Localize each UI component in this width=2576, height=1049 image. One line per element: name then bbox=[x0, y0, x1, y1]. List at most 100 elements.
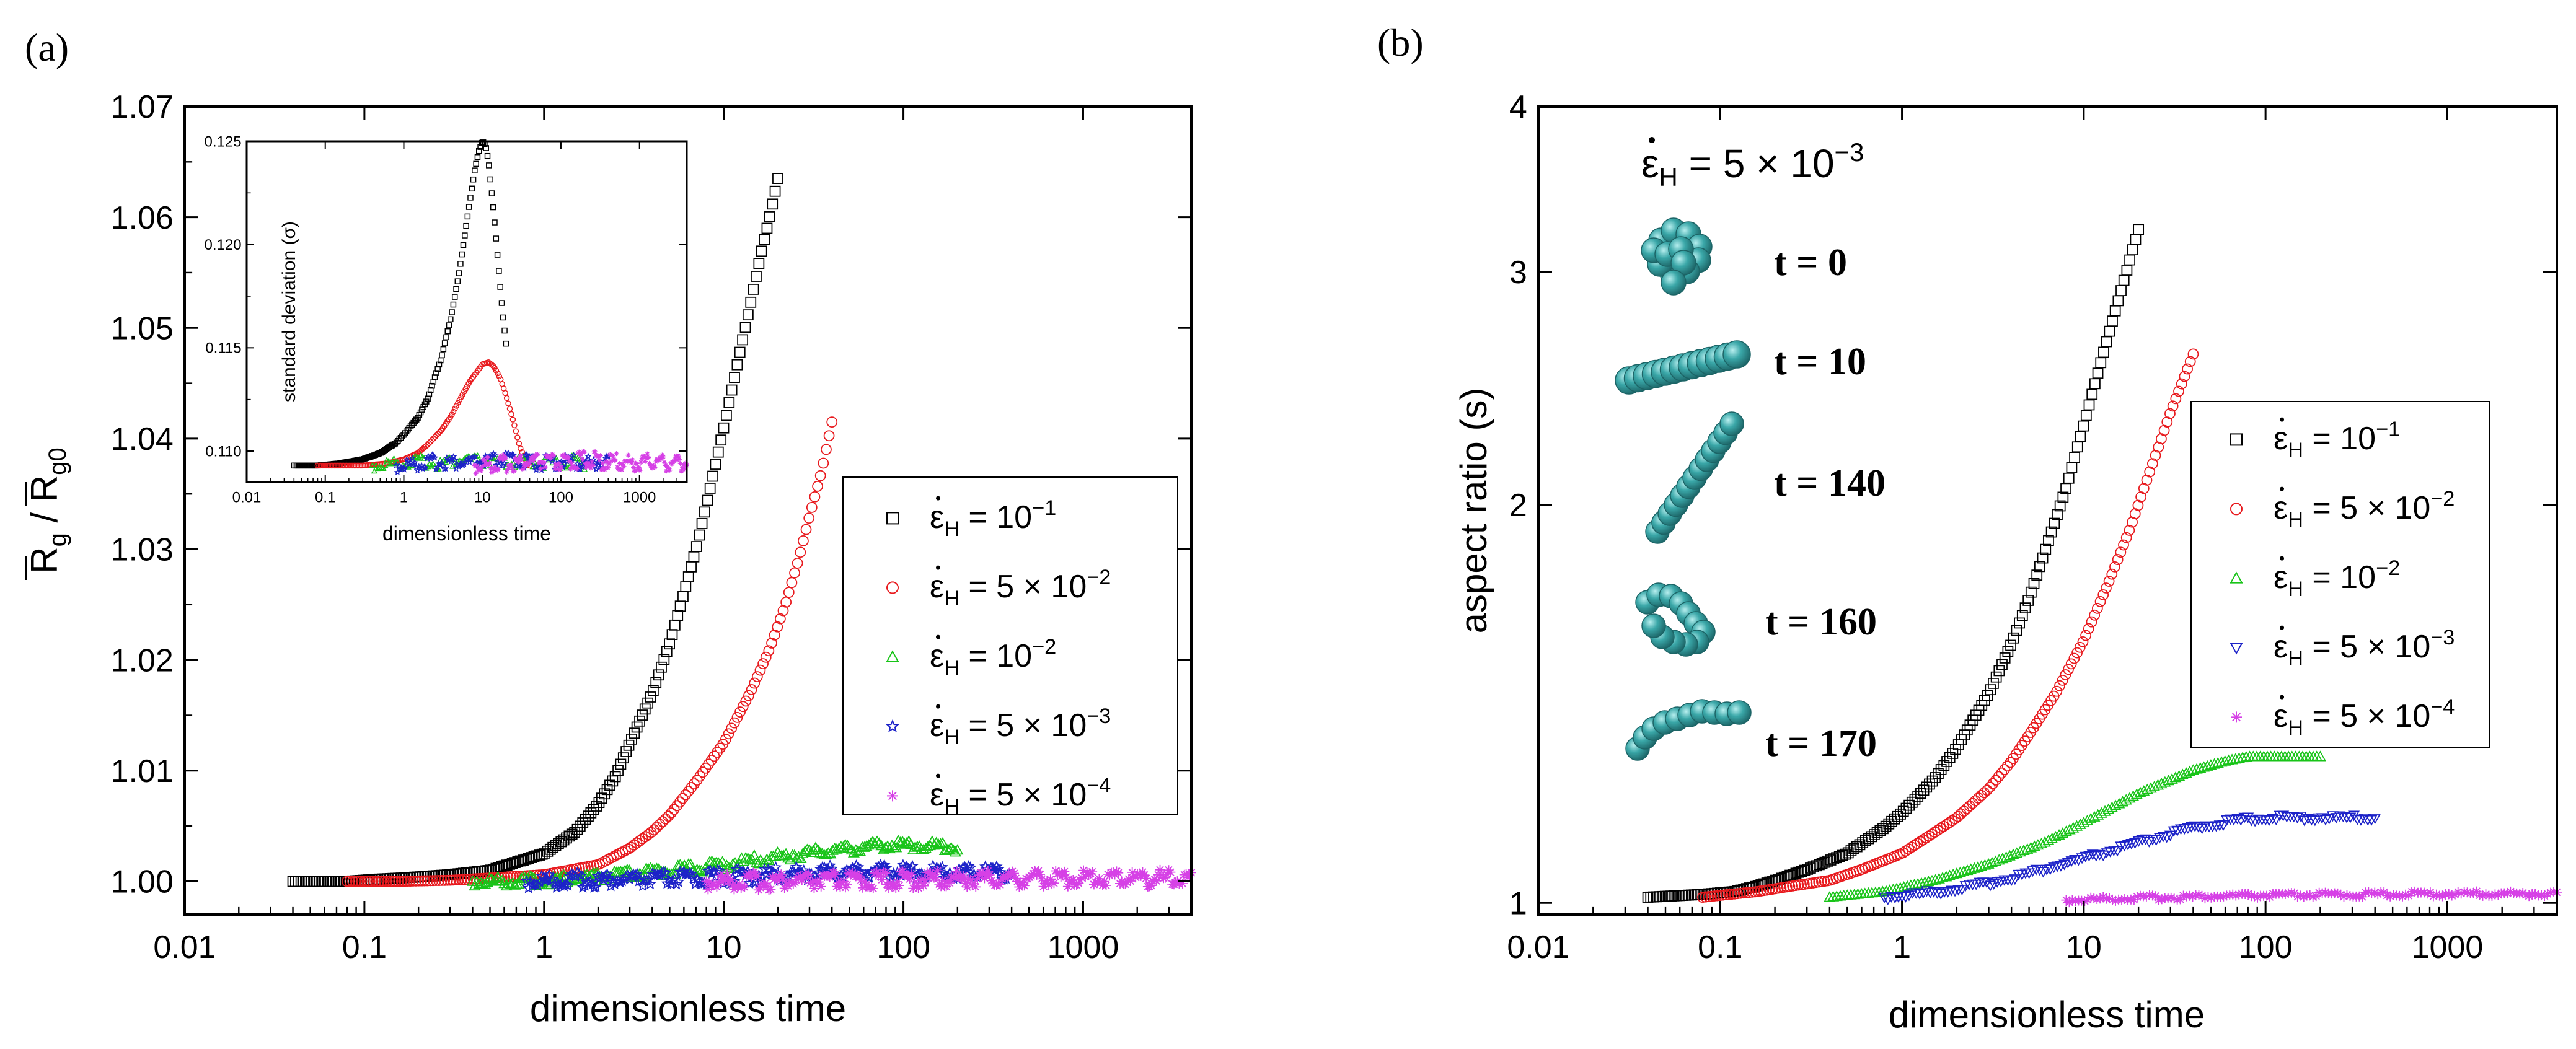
data-point bbox=[1054, 867, 1064, 878]
rate-dot-icon bbox=[936, 634, 941, 639]
data-point bbox=[2101, 336, 2112, 348]
data-point bbox=[455, 400, 461, 406]
data-point bbox=[826, 416, 838, 428]
data-point bbox=[2422, 889, 2432, 899]
data-point bbox=[489, 470, 495, 475]
data-point bbox=[1936, 871, 1949, 883]
data-point bbox=[1941, 819, 1952, 830]
data-point bbox=[2184, 765, 2196, 776]
data-point bbox=[800, 524, 812, 535]
data-point bbox=[1908, 840, 1920, 851]
data-point bbox=[2127, 244, 2138, 255]
data-point bbox=[758, 862, 771, 875]
data-point bbox=[2474, 890, 2485, 900]
data-point bbox=[2083, 851, 2095, 862]
data-point bbox=[699, 506, 710, 518]
data-point bbox=[1061, 872, 1072, 882]
rate-dot-icon bbox=[2280, 695, 2285, 700]
data-point bbox=[1957, 865, 1970, 876]
data-point bbox=[608, 459, 614, 464]
data-point bbox=[2437, 891, 2448, 902]
data-point bbox=[2115, 546, 2127, 558]
data-point bbox=[632, 468, 637, 474]
data-point bbox=[451, 294, 458, 300]
data-point bbox=[1921, 781, 1933, 793]
data-point bbox=[2054, 500, 2066, 512]
data-point bbox=[686, 782, 697, 793]
data-point bbox=[385, 457, 392, 464]
snapshot-label-140: t = 140 bbox=[1774, 462, 1886, 504]
data-point bbox=[2543, 889, 2553, 899]
data-point bbox=[667, 467, 673, 473]
data-point bbox=[686, 561, 697, 573]
data-point bbox=[2215, 756, 2228, 767]
data-point bbox=[2357, 892, 2368, 902]
data-point bbox=[882, 879, 893, 890]
data-point bbox=[761, 222, 773, 234]
data-point bbox=[431, 374, 438, 380]
data-point bbox=[729, 884, 739, 895]
data-point bbox=[425, 875, 436, 887]
data-point bbox=[760, 878, 770, 889]
data-point bbox=[743, 690, 754, 701]
data-point bbox=[444, 328, 451, 335]
data-point bbox=[1033, 866, 1044, 876]
data-point bbox=[500, 457, 505, 462]
data-point bbox=[893, 877, 903, 887]
data-point bbox=[1946, 815, 1958, 827]
data-point bbox=[1096, 877, 1106, 888]
data-point bbox=[723, 397, 735, 408]
legend-entry-e3: εH = 10−2 bbox=[2274, 556, 2400, 601]
data-point bbox=[2190, 763, 2203, 774]
data-point bbox=[426, 440, 432, 447]
data-point bbox=[990, 860, 1003, 872]
data-point bbox=[496, 456, 502, 462]
data-point bbox=[2025, 586, 2037, 598]
inset-background bbox=[247, 141, 687, 482]
data-point bbox=[1959, 881, 1972, 892]
data-point bbox=[2487, 890, 2497, 901]
data-point bbox=[447, 458, 455, 465]
data-point bbox=[1144, 881, 1155, 892]
data-point bbox=[844, 842, 856, 853]
bead bbox=[1727, 700, 1752, 725]
data-point bbox=[1824, 891, 1836, 902]
data-point bbox=[634, 715, 645, 727]
data-point bbox=[387, 460, 394, 467]
data-point bbox=[595, 459, 602, 466]
data-point bbox=[2262, 890, 2272, 901]
data-point bbox=[435, 431, 441, 437]
data-point bbox=[2198, 761, 2210, 772]
data-point bbox=[646, 455, 651, 460]
data-point bbox=[1109, 869, 1120, 880]
data-point bbox=[504, 469, 509, 475]
data-point bbox=[2184, 356, 2196, 367]
data-point bbox=[2101, 582, 2112, 594]
data-point bbox=[493, 235, 500, 242]
legend-entry-e4: εH = 5 × 10−3 bbox=[2274, 626, 2455, 670]
data-point bbox=[751, 271, 762, 282]
data-point bbox=[924, 874, 934, 884]
data-point bbox=[2173, 385, 2184, 397]
data-point bbox=[1909, 794, 1921, 805]
data-point bbox=[674, 796, 686, 808]
data-point bbox=[631, 465, 637, 470]
data-point bbox=[2170, 393, 2182, 405]
data-point bbox=[1125, 876, 1136, 887]
data-point bbox=[584, 875, 597, 887]
circle-marker-icon bbox=[2230, 503, 2243, 516]
data-point bbox=[2502, 889, 2513, 899]
data-point bbox=[637, 833, 648, 845]
data-point bbox=[542, 465, 548, 470]
data-point bbox=[672, 610, 684, 621]
data-point bbox=[427, 439, 434, 445]
data-point bbox=[2144, 466, 2156, 478]
data-point bbox=[779, 883, 790, 893]
data-point bbox=[973, 874, 983, 884]
data-point bbox=[426, 391, 433, 398]
data-point bbox=[2401, 889, 2411, 900]
data-point bbox=[2234, 889, 2244, 900]
data-point bbox=[804, 869, 814, 879]
data-point bbox=[2382, 890, 2393, 901]
data-point bbox=[1012, 876, 1023, 887]
